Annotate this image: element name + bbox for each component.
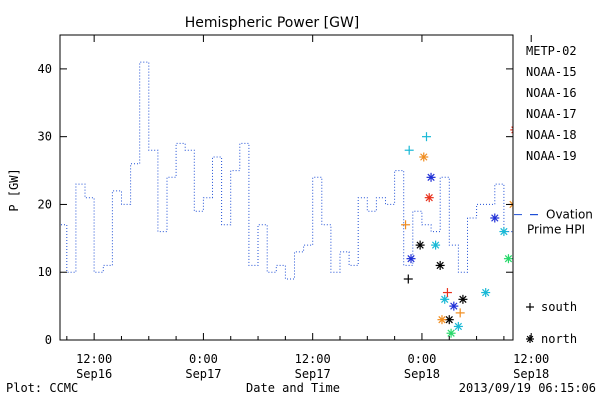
observation-noaa-18-north [595, 247, 600, 256]
observation-noaa-19-south [442, 288, 452, 298]
observation-noaa-16-north [516, 105, 525, 114]
x-tick-label: Sep18 [404, 367, 440, 381]
observation-noaa-16-north [581, 275, 590, 284]
observation-noaa-16-north [563, 247, 572, 256]
observation-metp-02-north [513, 180, 522, 189]
y-tick-label: 30 [38, 130, 52, 144]
observation-noaa-16-north [499, 227, 509, 237]
x-tick-label: Sep17 [185, 367, 221, 381]
legend-item-noaa-17: NOAA-17 [526, 107, 577, 121]
legend-item-noaa-19: NOAA-19 [526, 149, 577, 163]
observation-metp-02-north [458, 294, 468, 304]
observation-noaa-19-north [424, 193, 434, 203]
observation-noaa-16-south [404, 145, 414, 155]
legend-ovation-label: Prime HPI [527, 223, 585, 237]
observation-noaa-16-north [531, 261, 540, 270]
observation-noaa-15-north [545, 241, 554, 250]
observation-noaa-16-south [421, 132, 431, 142]
legend-item-noaa-16: NOAA-16 [526, 86, 577, 100]
x-tick-label: Sep17 [295, 367, 331, 381]
plot-frame [59, 34, 514, 341]
x-tick-label: Sep18 [513, 367, 549, 381]
observation-noaa-16-north [431, 240, 441, 250]
observation-noaa-17-north [577, 261, 586, 270]
legend-hemisphere-label: north [541, 332, 577, 346]
legend-ovation-label: Ovation [546, 208, 593, 222]
observation-noaa-15-north [449, 301, 459, 311]
x-tick-label: 12:00 [295, 352, 331, 366]
observation-noaa-15-north [406, 254, 416, 264]
chart-title: Hemispheric Power [GW] [185, 15, 360, 31]
x-tick-label: 0:00 [407, 352, 436, 366]
y-tick-label: 40 [38, 62, 52, 76]
observation-noaa-18-south [455, 308, 465, 318]
observation-noaa-18-south [559, 322, 568, 331]
legend-hemisphere-label: south [541, 300, 577, 314]
observation-noaa-16-north [481, 288, 491, 298]
observation-metp-02-north [435, 260, 445, 270]
x-tick-label: 0:00 [189, 352, 218, 366]
observation-noaa-16-north [440, 294, 450, 304]
observation-noaa-19-north [590, 220, 599, 229]
legend: METP-02 NOAA-15 NOAA-16 NOAA-17 NOAA-18 NOAA-… [514, 44, 593, 346]
plot-timestamp: 2013/09/19 06:15:06 [459, 381, 596, 395]
observation-noaa-17-north [446, 328, 456, 338]
observation-noaa-17-north [503, 254, 513, 264]
x-tick-label: 12:00 [513, 352, 549, 366]
observation-metp-02-north [415, 240, 425, 250]
plot-credit: Plot: CCMC [6, 381, 78, 395]
y-tick-label: 20 [38, 197, 52, 211]
observation-noaa-16-north [453, 321, 463, 331]
observation-metp-02-south [403, 274, 413, 284]
observation-noaa-19-north [580, 58, 589, 67]
observation-noaa-19-north [522, 193, 531, 202]
observation-noaa-15-north [426, 172, 436, 182]
plot-area [60, 58, 600, 338]
y-tick-label: 0 [45, 333, 52, 347]
observation-noaa-15-north [490, 213, 500, 223]
ovation-series-line [60, 61, 513, 280]
y-tick-label: 10 [38, 265, 52, 279]
observation-noaa-18-north [419, 152, 429, 162]
legend-item-noaa-15: NOAA-15 [526, 65, 577, 79]
legend-hemisphere-south: south [526, 300, 577, 314]
legend-item-metp-02: METP-02 [526, 44, 577, 58]
observation-noaa-18-north [437, 315, 447, 325]
legend-hemisphere-north: north [526, 332, 577, 346]
legend-item-noaa-18: NOAA-18 [526, 128, 577, 142]
observation-noaa-18-north [540, 288, 549, 297]
observation-noaa-19-north [510, 126, 513, 134]
observation-metp-02-north [549, 281, 558, 290]
y-axis-ticks: 0 10 20 30 40 [38, 62, 513, 347]
x-tick-label: Sep16 [76, 367, 112, 381]
x-tick-label: 12:00 [76, 352, 112, 366]
x-axis-ticks: 12:00Sep160:00Sep1712:00Sep170:00Sep1812… [66, 35, 549, 381]
y-axis-label: P [GW] [7, 168, 21, 211]
x-axis-label: Date and Time [246, 381, 340, 395]
observation-noaa-18-south [401, 220, 411, 230]
